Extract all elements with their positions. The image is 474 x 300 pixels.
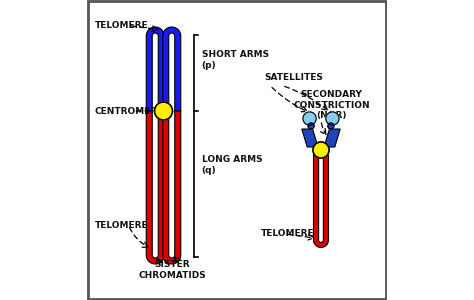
- Text: SECONDARY
CONSTRICTION
(NOR): SECONDARY CONSTRICTION (NOR): [293, 90, 370, 120]
- Polygon shape: [313, 150, 328, 248]
- Circle shape: [303, 112, 316, 125]
- Text: TELOMERE: TELOMERE: [94, 220, 148, 230]
- Circle shape: [326, 112, 339, 125]
- Text: TELOMERE: TELOMERE: [261, 230, 315, 238]
- Text: TELOMERE: TELOMERE: [94, 21, 148, 30]
- Polygon shape: [163, 111, 181, 264]
- Polygon shape: [163, 27, 181, 111]
- Text: SATELLITES: SATELLITES: [264, 74, 323, 82]
- Polygon shape: [146, 27, 164, 111]
- Polygon shape: [146, 111, 164, 264]
- Polygon shape: [324, 129, 340, 147]
- Polygon shape: [302, 129, 318, 147]
- Text: LONG ARMS
(q): LONG ARMS (q): [201, 155, 262, 175]
- Circle shape: [328, 123, 334, 129]
- Circle shape: [308, 123, 314, 129]
- Circle shape: [313, 142, 329, 158]
- Text: SISTER
CHROMATIDS: SISTER CHROMATIDS: [138, 260, 206, 280]
- Text: CENTROMERE: CENTROMERE: [94, 106, 164, 116]
- Text: SHORT ARMS
(p): SHORT ARMS (p): [201, 50, 269, 70]
- Circle shape: [155, 102, 173, 120]
